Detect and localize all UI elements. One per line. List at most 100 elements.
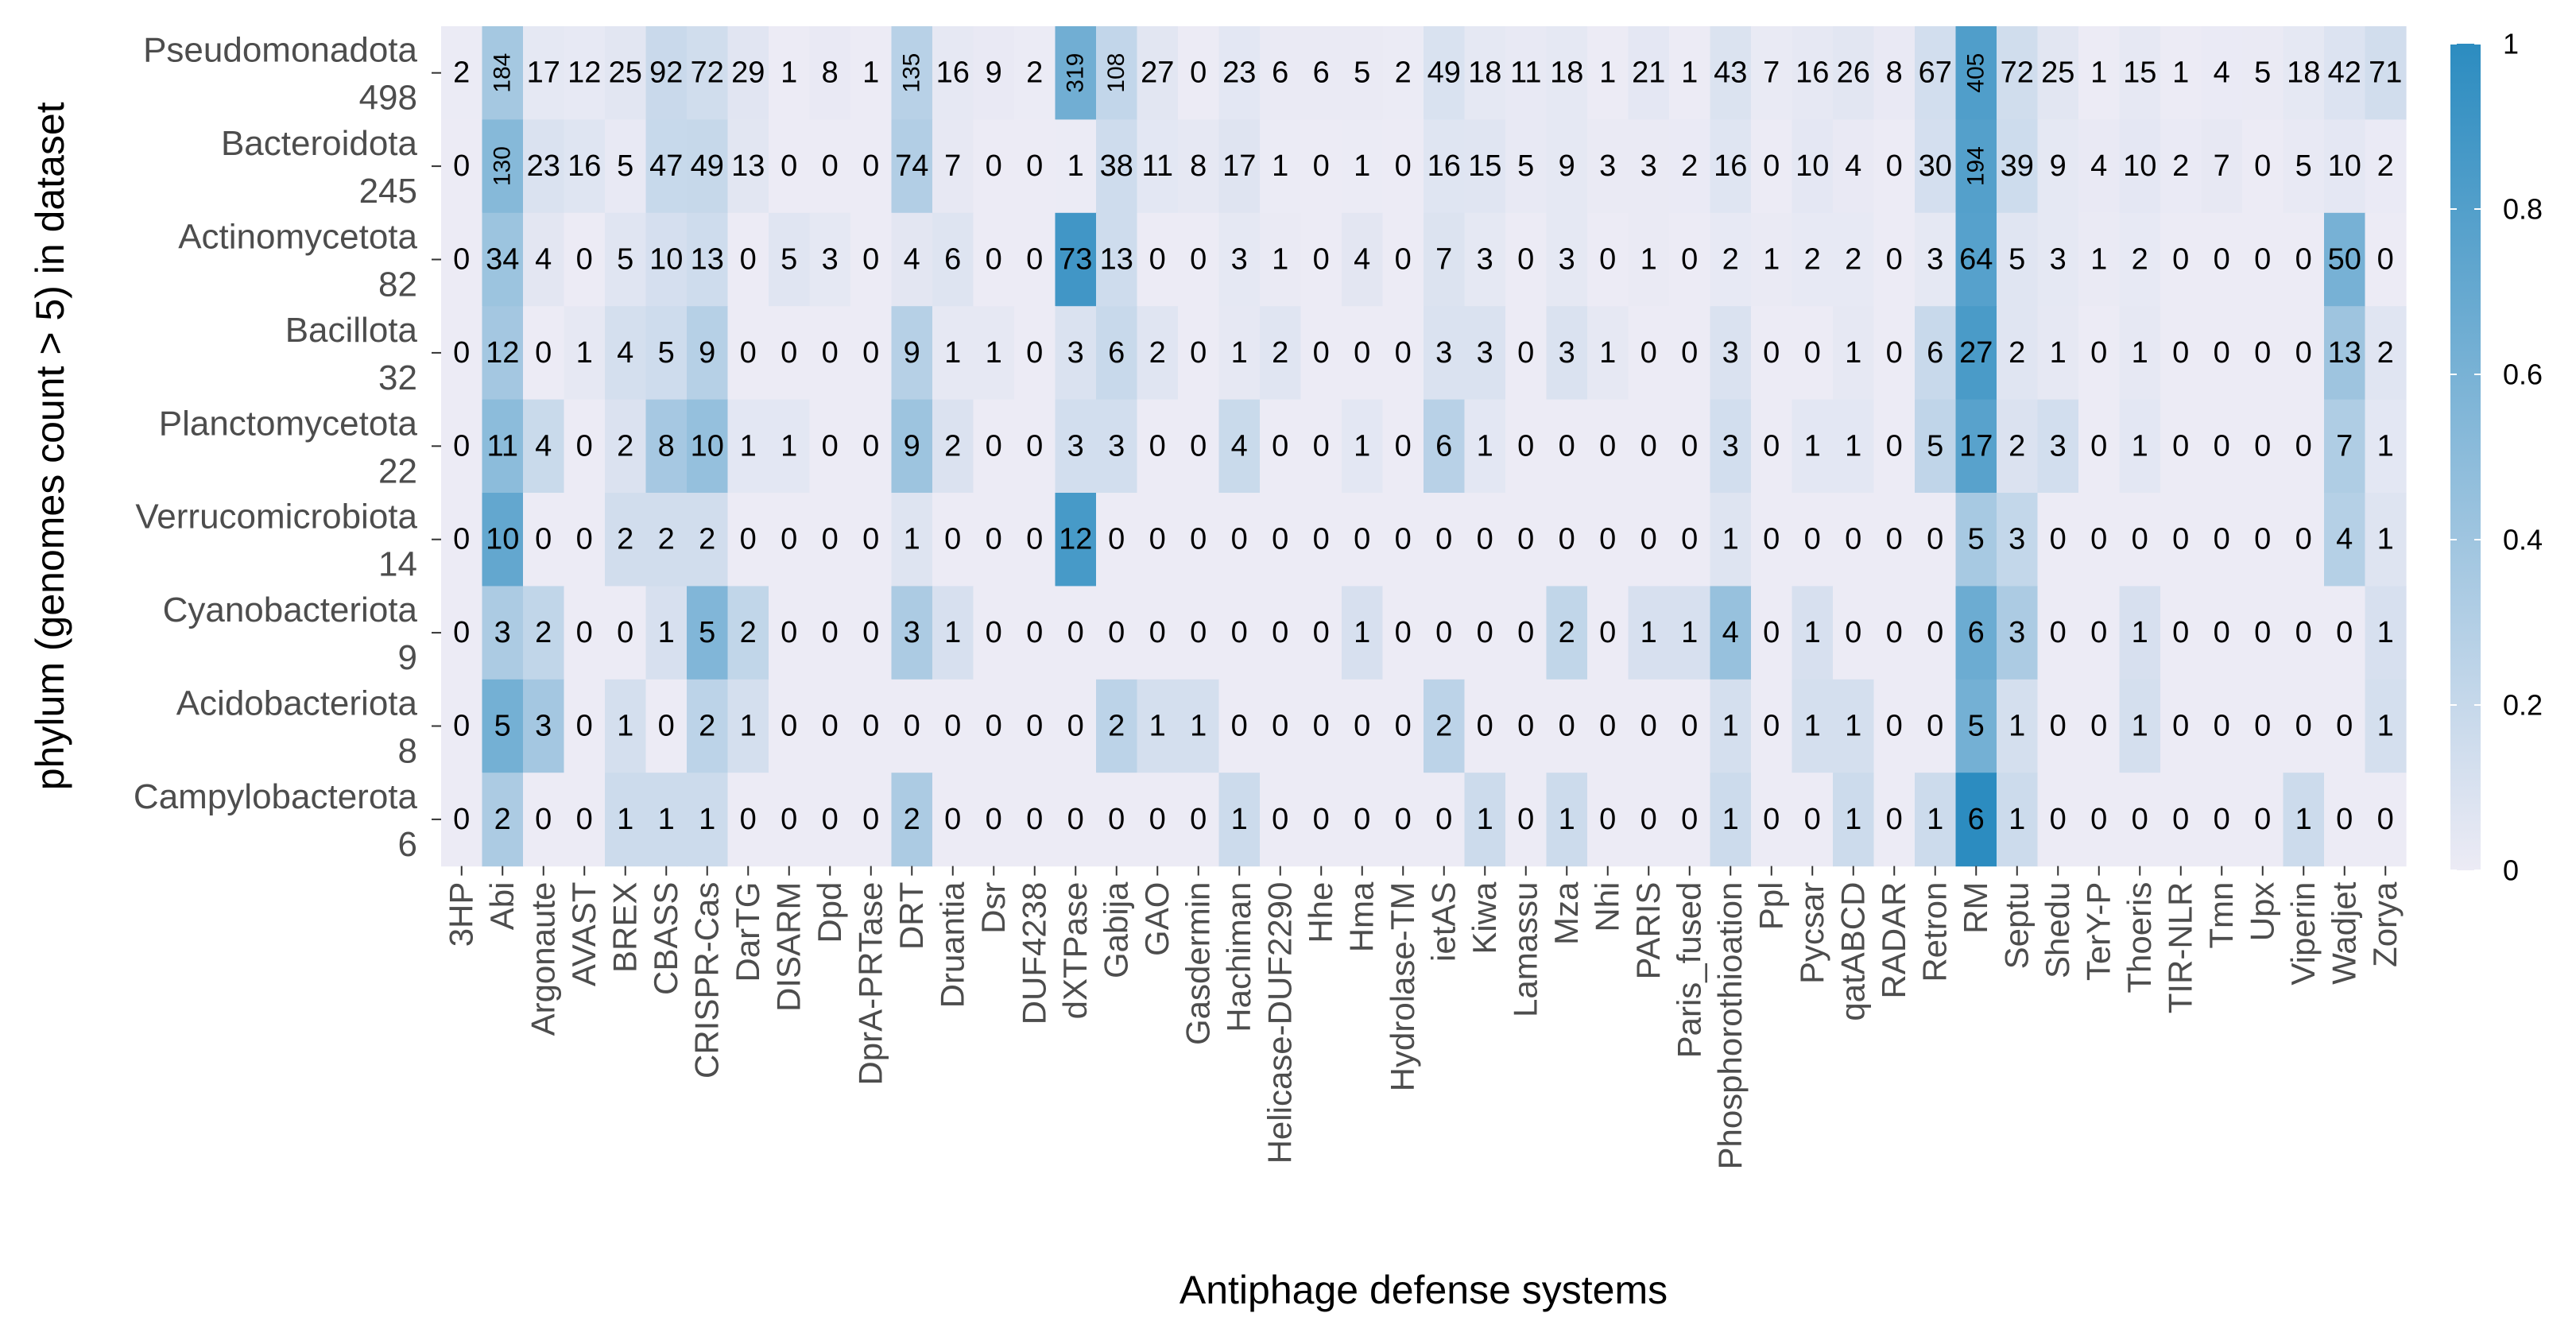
heatmap-cell <box>1300 306 1342 401</box>
cell-value-label: 0 <box>1845 616 1861 649</box>
heatmap-cell <box>2283 306 2325 401</box>
cell-value-label: 0 <box>453 429 470 463</box>
heatmap-cell <box>1751 26 1793 120</box>
cell-value-label: 0 <box>1641 803 1657 836</box>
cell-value-label: 72 <box>2001 56 2034 90</box>
cell-value-label: 2 <box>1149 336 1166 370</box>
cell-value-label: 11 <box>487 429 518 463</box>
heatmap-cell <box>1792 26 1834 120</box>
heatmap-cell <box>687 493 729 587</box>
heatmap-cell <box>1792 119 1834 214</box>
heatmap-cell <box>1915 773 1957 867</box>
heatmap-cell <box>809 212 851 307</box>
legend-colorbar <box>2450 44 2481 870</box>
y-tick-label-count: 22 <box>378 451 417 490</box>
cell-value-label: 18 <box>1550 56 1583 90</box>
heatmap-cell <box>1424 493 1466 587</box>
y-tick-label-phylum: Actinomycetota <box>178 218 417 257</box>
cell-value-label: 0 <box>453 523 470 556</box>
heatmap-cell <box>1096 399 1138 494</box>
heatmap-cell <box>1997 306 2039 401</box>
heatmap-cell <box>1137 679 1179 773</box>
heatmap-cell <box>645 26 688 120</box>
heatmap-cell <box>1014 119 1056 214</box>
heatmap-cell <box>441 306 483 401</box>
cell-value-label: 0 <box>1026 616 1043 649</box>
cell-value-label: 4 <box>617 336 633 370</box>
heatmap-cell <box>1505 212 1548 307</box>
heatmap-cell <box>1260 679 1302 773</box>
x-tick-label: Thoeris <box>2121 882 2158 993</box>
heatmap-cell <box>1751 212 1793 307</box>
heatmap-cell <box>2365 493 2407 587</box>
cell-value-label: 3 <box>1435 336 1452 370</box>
cell-value-label: 1 <box>781 429 797 463</box>
x-tick-label: CBASS <box>647 882 684 995</box>
cell-value-label: 0 <box>986 149 1002 183</box>
cell-value-label: 17 <box>527 56 560 90</box>
heatmap-cell <box>932 399 974 494</box>
cell-value-label: 0 <box>2050 710 2067 743</box>
heatmap-cell <box>1546 119 1588 214</box>
cell-value-label: 0 <box>862 243 879 277</box>
x-tick-label: RM <box>1957 882 1994 934</box>
cell-value-label: 2 <box>617 429 633 463</box>
heatmap-cell <box>1546 399 1588 494</box>
cell-value-label: 16 <box>1427 149 1461 183</box>
cell-value-label: 0 <box>453 710 470 743</box>
heatmap-cell <box>1915 399 1957 494</box>
cell-value-label: 0 <box>1763 523 1780 556</box>
cell-value-label: 0 <box>2050 616 2067 649</box>
cell-value-label: 0 <box>2132 803 2148 836</box>
heatmap-cell <box>2324 586 2366 680</box>
heatmap-cell <box>850 493 893 587</box>
heatmap-cell <box>891 119 933 214</box>
heatmap-cell <box>523 679 565 773</box>
cell-value-label: 0 <box>1354 710 1370 743</box>
cell-value-label: 5 <box>658 336 675 370</box>
cell-value-label: 47 <box>649 149 683 183</box>
heatmap-cell <box>1464 306 1506 401</box>
heatmap-cell <box>1300 493 1342 587</box>
x-tick-label: DprA-PRTase <box>852 882 889 1086</box>
cell-value-label: 39 <box>2001 149 2034 183</box>
cell-value-label: 0 <box>2377 243 2394 277</box>
cell-value-label: 0 <box>2214 429 2230 463</box>
cell-value-label: 1 <box>986 336 1002 370</box>
x-axis: 3HP Abi Argonaute AVAST BREX CBASS CRISPR-Cas D… <box>443 866 2404 1170</box>
heatmap-cell <box>1382 773 1424 867</box>
heatmap-cell <box>1792 493 1834 587</box>
cell-value-label: 3 <box>1231 243 1248 277</box>
heatmap-cell <box>727 26 769 120</box>
heatmap-cell <box>1382 586 1424 680</box>
heatmap-cell <box>1587 119 1629 214</box>
cell-value-label: 7 <box>944 149 961 183</box>
heatmap-cell <box>932 212 974 307</box>
heatmap-cell <box>523 212 565 307</box>
cell-value-label: 0 <box>2172 243 2189 277</box>
heatmap-cell <box>2119 119 2161 214</box>
heatmap-cell <box>2242 773 2284 867</box>
cell-value-label: 0 <box>1517 803 1534 836</box>
heatmap-cell <box>1505 399 1548 494</box>
cell-value-label: 0 <box>1067 710 1084 743</box>
cell-value-label: 0 <box>2090 616 2107 649</box>
cell-value-label: 0 <box>2050 523 2067 556</box>
cell-value-label: 1 <box>2090 56 2107 90</box>
cell-value-label: 26 <box>1837 56 1870 90</box>
cell-value-label: 2 <box>535 616 552 649</box>
heatmap-cell <box>850 306 893 401</box>
cell-value-label: 9 <box>2050 149 2067 183</box>
cell-value-label: 0 <box>822 149 839 183</box>
cell-value-label: 0 <box>1681 710 1698 743</box>
heatmap-cell <box>482 306 524 401</box>
heatmap-cell <box>441 119 483 214</box>
cell-value-label: 21 <box>1632 56 1665 90</box>
cell-value-label: 4 <box>2090 149 2107 183</box>
cell-value-label: 0 <box>1886 523 1903 556</box>
heatmap-cell <box>891 26 933 120</box>
heatmap-cell <box>2160 306 2202 401</box>
cell-value-label: 0 <box>453 149 470 183</box>
cell-value-label: 0 <box>781 803 797 836</box>
heatmap-cell <box>1096 212 1138 307</box>
